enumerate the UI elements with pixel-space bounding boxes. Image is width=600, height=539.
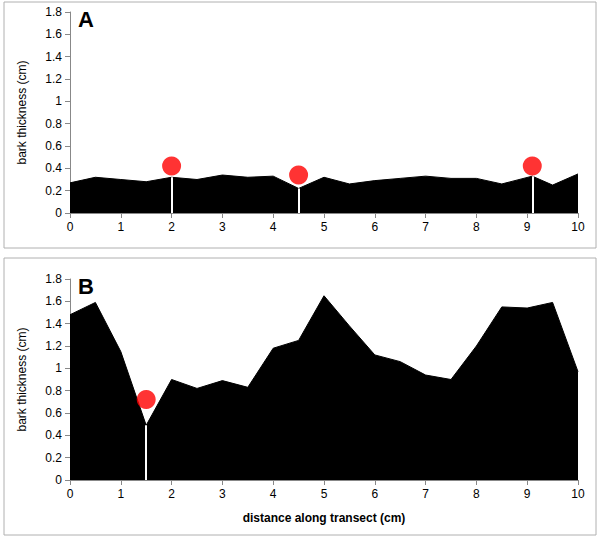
svg-text:3: 3 [219, 487, 226, 501]
svg-text:0: 0 [55, 206, 62, 220]
svg-text:A: A [78, 7, 94, 32]
svg-text:8: 8 [473, 220, 480, 234]
svg-text:0.6: 0.6 [45, 406, 62, 420]
svg-text:2: 2 [168, 487, 175, 501]
svg-text:B: B [78, 274, 94, 299]
svg-text:7: 7 [422, 220, 429, 234]
svg-text:10: 10 [571, 487, 585, 501]
svg-text:7: 7 [422, 487, 429, 501]
svg-text:4: 4 [270, 487, 277, 501]
svg-text:0.8: 0.8 [45, 384, 62, 398]
svg-text:1: 1 [55, 94, 62, 108]
svg-text:5: 5 [321, 487, 328, 501]
svg-text:5: 5 [321, 220, 328, 234]
svg-text:0.2: 0.2 [45, 184, 62, 198]
svg-text:bark thickness (cm): bark thickness (cm) [15, 327, 29, 431]
svg-text:1.8: 1.8 [45, 5, 62, 19]
svg-text:1.6: 1.6 [45, 27, 62, 41]
svg-text:1: 1 [117, 487, 124, 501]
svg-text:1.2: 1.2 [45, 339, 62, 353]
svg-text:9: 9 [524, 220, 531, 234]
svg-text:1.8: 1.8 [45, 272, 62, 286]
svg-text:1.2: 1.2 [45, 72, 62, 86]
svg-text:6: 6 [371, 220, 378, 234]
svg-text:1.4: 1.4 [45, 317, 62, 331]
svg-text:2: 2 [168, 220, 175, 234]
svg-text:0.8: 0.8 [45, 117, 62, 131]
svg-text:0.4: 0.4 [45, 161, 62, 175]
svg-text:0.4: 0.4 [45, 428, 62, 442]
svg-text:8: 8 [473, 487, 480, 501]
svg-text:0.6: 0.6 [45, 139, 62, 153]
svg-text:4: 4 [270, 220, 277, 234]
svg-text:1.6: 1.6 [45, 294, 62, 308]
svg-text:0: 0 [55, 473, 62, 487]
svg-text:10: 10 [571, 220, 585, 234]
svg-text:1: 1 [117, 220, 124, 234]
svg-text:0.2: 0.2 [45, 451, 62, 465]
svg-text:0: 0 [67, 220, 74, 234]
svg-text:9: 9 [524, 487, 531, 501]
svg-text:1: 1 [55, 361, 62, 375]
svg-text:bark thickness (cm): bark thickness (cm) [15, 60, 29, 164]
svg-text:3: 3 [219, 220, 226, 234]
svg-text:distance along transect (cm): distance along transect (cm) [243, 511, 406, 525]
svg-text:0: 0 [67, 487, 74, 501]
svg-text:1.4: 1.4 [45, 50, 62, 64]
svg-text:6: 6 [371, 487, 378, 501]
